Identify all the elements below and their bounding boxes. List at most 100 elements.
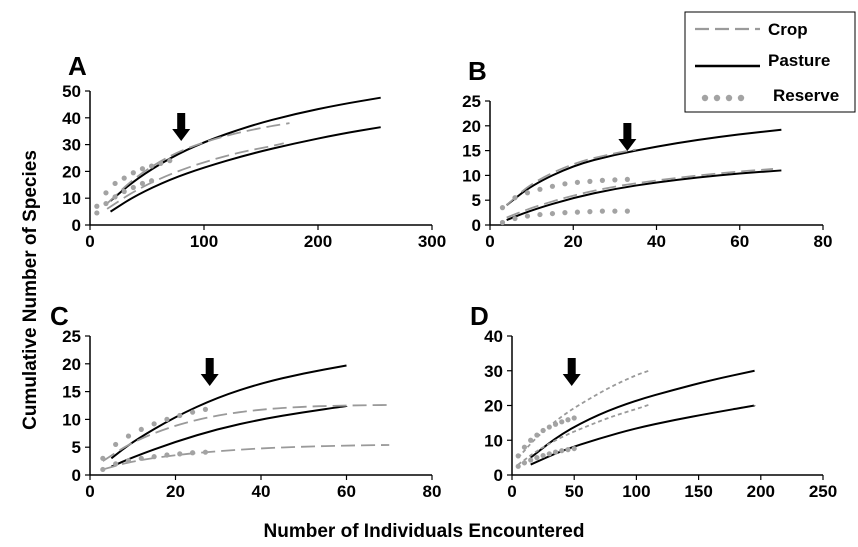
panel-c-reserve-point	[164, 416, 170, 422]
legend-reserve-swatch	[701, 94, 745, 102]
panel-c-crop-line	[102, 404, 390, 462]
panel-b-series	[499, 128, 782, 226]
panel-c-reserve-point	[151, 421, 157, 427]
panel-c-arrow-icon	[200, 358, 219, 386]
panel-d-reserve-point	[534, 432, 540, 438]
panel-a-label: A	[68, 51, 87, 81]
panel-c-y-tick-label: 25	[62, 327, 81, 346]
panel-d-reserve-series	[515, 445, 577, 469]
panel-d-reserve-point	[534, 455, 540, 461]
panel-a-reserve-point	[121, 175, 127, 181]
panel-c-x-tick-label: 60	[337, 482, 356, 501]
panel-d-x-tick-label: 150	[684, 482, 712, 501]
panel-c-reserve-point	[190, 450, 196, 456]
panel-c-x-tick-label: 20	[166, 482, 185, 501]
panel-d-x-tick-label: 250	[809, 482, 837, 501]
panel-b-reserve-point	[612, 208, 618, 214]
panel-c-reserve-series	[100, 406, 209, 461]
panel-c-reserve-point	[113, 441, 119, 448]
panel-b-x-tick-label: 40	[647, 232, 666, 251]
panel-d-label: D	[470, 301, 489, 331]
panel-b-arrow-icon	[618, 123, 637, 151]
panel-c-label: C	[50, 301, 69, 331]
panel-b-reserve-series	[499, 176, 630, 211]
panel-a-reserve-series	[94, 158, 173, 209]
panel-b-reserve-point	[587, 209, 593, 215]
panel-c-y-tick-label: 0	[72, 466, 81, 485]
panel-b-reserve-point	[624, 208, 630, 214]
panel-d-reserve-point	[521, 444, 528, 450]
panel-c-reserve-point	[138, 426, 144, 433]
panel-b: B 0 20 40 60 80 0 5 10 15 20 25	[462, 56, 832, 251]
panel-b-x-tick-label: 60	[730, 232, 749, 251]
panel-d-y-tick-label: 30	[484, 362, 503, 381]
panel-b-reserve-point	[587, 178, 593, 184]
panel-d: D 0 50 100 150 200 250 0 10 20 30 40	[470, 301, 837, 501]
panel-d-reserve-point	[515, 463, 521, 469]
panel-c: C 0 20 40 60 80 0 5 10 15 20 25	[50, 301, 441, 501]
panel-b-y-tick-label: 5	[472, 191, 481, 210]
panel-d-reserve-point	[552, 421, 559, 427]
panel-b-y-tick-label: 10	[462, 166, 481, 185]
panel-a-y-tick-label: 30	[62, 136, 81, 155]
panel-d-reserve-point	[559, 448, 565, 454]
panel-c-reserve-point	[125, 457, 132, 464]
panel-b-x-tick-label: 0	[485, 232, 494, 251]
panel-b-reserve-point	[537, 211, 543, 218]
panel-c-reserve-point	[151, 454, 157, 460]
panel-a-reserve-point	[167, 158, 173, 164]
panel-d-series	[515, 369, 755, 469]
panel-b-reserve-point	[549, 183, 556, 189]
panel-c-reserve-point	[100, 455, 106, 461]
panel-b-reserve-point	[612, 177, 618, 183]
panel-b-x-tick-label: 20	[564, 232, 583, 251]
panel-c-reserve-point	[164, 452, 170, 458]
panel-b-axes: 0 20 40 60 80 0 5 10 15 20 25	[462, 92, 832, 251]
panel-b-reserve-point	[537, 186, 543, 192]
panel-c-reserve-point	[125, 433, 132, 439]
panel-c-crop-line	[102, 444, 390, 471]
panel-b-crop-line	[506, 148, 636, 206]
panel-b-reserve-point	[499, 219, 506, 226]
panel-c-reserve-series	[100, 449, 209, 473]
panel-d-crop-line	[517, 369, 650, 459]
panel-a-arrow-icon	[172, 113, 191, 141]
panel-c-x-tick-label: 0	[85, 482, 94, 501]
panel-c-reserve-point	[190, 409, 196, 415]
panel-a-reserve-point	[94, 210, 100, 216]
panel-d-arrow-icon	[562, 358, 581, 386]
panel-a-reserve-point	[103, 190, 109, 196]
panel-b-reserve-point	[574, 209, 581, 215]
panel-a-y-tick-label: 50	[62, 82, 81, 101]
panel-d-reserve-point	[540, 427, 546, 434]
panel-c-pasture-line	[110, 405, 347, 468]
panel-b-reserve-point	[512, 195, 518, 201]
legend-frame	[684, 11, 856, 113]
panel-a-y-tick-label: 10	[62, 189, 81, 208]
panel-b-y-tick-label: 25	[462, 92, 481, 111]
panel-b-reserve-point	[512, 215, 518, 222]
panel-b-reserve-point	[624, 176, 630, 182]
y-axis-label: Cumulative Number of Species	[20, 150, 41, 430]
panel-a-arrow	[172, 113, 191, 141]
panel-d-x-tick-label: 50	[565, 482, 584, 501]
panel-b-arrow	[618, 123, 637, 151]
panel-c-y-tick-label: 5	[72, 438, 81, 457]
panel-a-y-tick-label: 20	[62, 162, 81, 181]
panel-a-reserve-point	[103, 200, 109, 207]
panel-a-x-tick-label: 0	[85, 232, 94, 251]
panel-d-x-tick-label: 0	[507, 482, 516, 501]
panel-b-reserve-point	[562, 210, 568, 216]
panel-a-crop-line	[106, 142, 285, 210]
panel-b-y-tick-label: 20	[462, 117, 481, 136]
panel-d-y-tick-label: 10	[484, 431, 503, 450]
panel-a-reserve-point	[148, 178, 155, 184]
panel-a-axes: 0 100 200 300 0 10 20 30 40 50	[62, 82, 446, 251]
panel-a-reserve-point	[139, 180, 146, 187]
panel-d-reserve-point	[571, 415, 577, 421]
panel-d-reserve-point	[565, 447, 571, 453]
panel-c-reserve-point	[202, 406, 209, 412]
panel-b-y-tick-label: 15	[462, 142, 481, 161]
legend-reserve-label: Reserve	[773, 86, 839, 105]
